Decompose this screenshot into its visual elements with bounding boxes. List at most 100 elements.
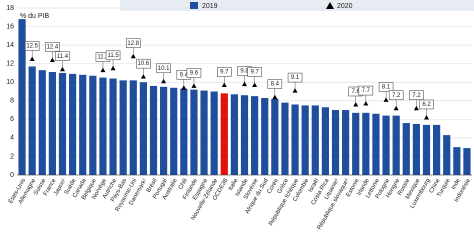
label-box bbox=[136, 58, 151, 69]
bar bbox=[453, 147, 461, 175]
marker-2020 bbox=[424, 114, 429, 120]
y-tick-label: 16 bbox=[6, 23, 14, 30]
bar bbox=[79, 74, 87, 175]
bar bbox=[38, 70, 46, 175]
y-tick-label: 14 bbox=[6, 42, 14, 49]
bar bbox=[230, 94, 238, 175]
legend-swatch bbox=[326, 2, 334, 9]
y-tick-label: 18 bbox=[6, 5, 14, 12]
legend-label: 2019 bbox=[202, 3, 218, 10]
bar bbox=[463, 148, 471, 175]
bar bbox=[331, 110, 340, 175]
data-label: 9.1 bbox=[291, 75, 300, 81]
bar bbox=[352, 112, 360, 175]
marker-2020 bbox=[110, 65, 116, 71]
data-label: 9.4 bbox=[180, 72, 189, 78]
marker-2020 bbox=[130, 53, 136, 59]
bar bbox=[160, 86, 168, 175]
bar bbox=[342, 110, 350, 175]
marker-2020 bbox=[363, 101, 369, 106]
data-label: 7.2 bbox=[412, 93, 421, 99]
bar bbox=[48, 72, 56, 175]
bar bbox=[18, 19, 26, 176]
x-tick-label: Italie bbox=[228, 177, 240, 192]
label-box bbox=[247, 67, 262, 77]
data-label: 8.1 bbox=[382, 84, 391, 90]
data-label: 9.8 bbox=[240, 69, 249, 75]
marker-2020 bbox=[272, 94, 278, 100]
label-box bbox=[419, 99, 434, 110]
label-box bbox=[287, 72, 303, 83]
label-box bbox=[409, 90, 424, 100]
label-box bbox=[126, 38, 141, 48]
bar bbox=[251, 96, 259, 175]
data-label: 9.7 bbox=[250, 70, 259, 76]
x-tick-label: Inde bbox=[451, 177, 462, 191]
label-box bbox=[358, 85, 374, 96]
y-tick-label: 4 bbox=[10, 135, 14, 142]
bar bbox=[362, 112, 370, 175]
marker-2020 bbox=[221, 82, 227, 88]
legend-swatch bbox=[190, 2, 198, 9]
marker-2020 bbox=[60, 66, 65, 72]
bar bbox=[433, 124, 441, 175]
marker-2020 bbox=[161, 78, 167, 84]
y-tick-label: 8 bbox=[10, 98, 14, 105]
legend-band bbox=[120, 0, 474, 11]
marker-2020 bbox=[140, 74, 146, 79]
bar bbox=[149, 85, 158, 175]
data-label: 8.4 bbox=[271, 82, 280, 88]
bar bbox=[99, 77, 107, 175]
bar bbox=[321, 107, 329, 175]
data-label: 7.7 bbox=[362, 88, 371, 94]
label-box bbox=[186, 68, 202, 78]
label-box bbox=[217, 67, 232, 77]
bar bbox=[372, 113, 380, 175]
data-label: 12.8 bbox=[127, 41, 139, 47]
marker-2020 bbox=[292, 88, 298, 93]
marker-2020 bbox=[242, 81, 247, 87]
data-label: 12.5 bbox=[26, 44, 38, 50]
label-box bbox=[378, 82, 394, 92]
label-box bbox=[388, 90, 404, 100]
data-label: 10.6 bbox=[138, 61, 150, 67]
marker-2020 bbox=[49, 57, 55, 62]
bar bbox=[58, 72, 67, 175]
y-tick-label: 6 bbox=[10, 116, 14, 123]
data-label: 9.6 bbox=[190, 71, 199, 77]
data-label: 6.2 bbox=[422, 102, 431, 108]
marker-2020 bbox=[29, 56, 35, 62]
marker-2020 bbox=[191, 83, 197, 88]
bar bbox=[129, 80, 137, 175]
bar bbox=[180, 88, 188, 175]
label-box bbox=[105, 50, 121, 61]
y-axis-label: % du PIB bbox=[20, 13, 50, 20]
bar bbox=[89, 75, 97, 175]
y-tick-label: 0 bbox=[10, 172, 14, 179]
y-tick-label: 12 bbox=[6, 61, 14, 68]
x-tick-label: Chili bbox=[178, 178, 189, 191]
label-box bbox=[24, 41, 40, 51]
label-box bbox=[267, 79, 283, 89]
bar bbox=[69, 73, 77, 175]
bar bbox=[200, 90, 208, 175]
bar bbox=[170, 87, 178, 175]
marker-2020 bbox=[353, 101, 359, 107]
bar bbox=[392, 115, 400, 175]
bar bbox=[402, 123, 410, 175]
marker-2020 bbox=[383, 97, 389, 102]
bar bbox=[28, 66, 36, 175]
label-box bbox=[55, 51, 70, 61]
data-label: 11.3 bbox=[97, 55, 109, 61]
bar bbox=[190, 89, 198, 175]
bar bbox=[281, 102, 289, 175]
label-box bbox=[45, 42, 60, 52]
y-tick-label: 2 bbox=[10, 153, 14, 160]
bar bbox=[412, 123, 420, 175]
bar bbox=[220, 93, 228, 175]
legend-label: 2020 bbox=[337, 3, 353, 10]
bar bbox=[422, 124, 431, 175]
bar bbox=[261, 97, 269, 175]
bar bbox=[109, 78, 117, 175]
